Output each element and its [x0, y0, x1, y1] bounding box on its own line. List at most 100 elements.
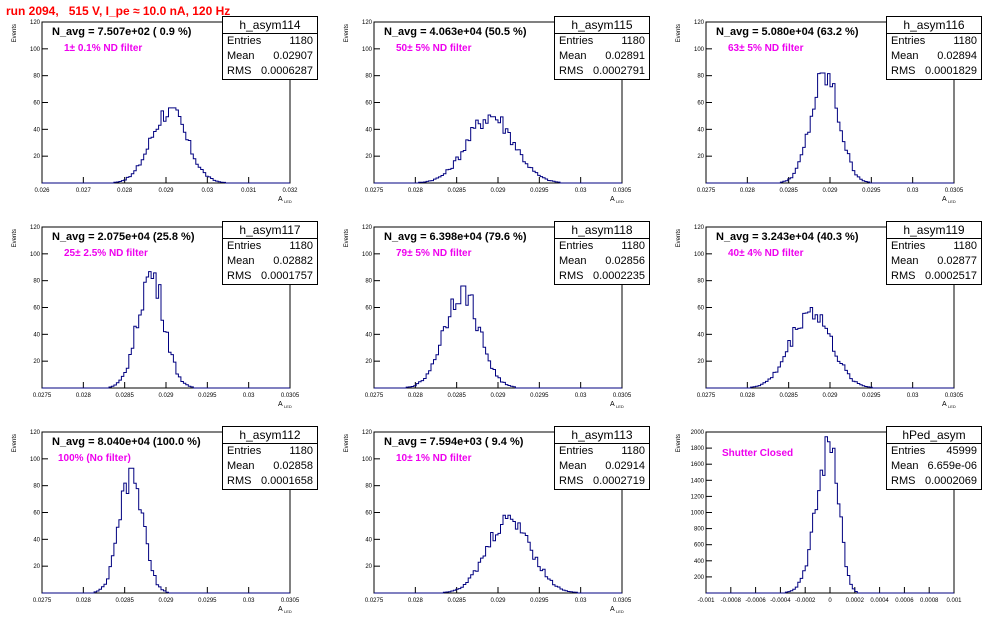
histogram-panel-h_asym114: 0.026 0.027 0.028 0.029 0.03 0.031 0.032 20 40 60… [0, 16, 318, 206]
histogram-panel-h_asym117: 0.0275 0.028 0.0285 0.029 0.0295 0.03 0.0305 20… [0, 221, 318, 411]
x-tick-label: 0.03 [907, 188, 919, 194]
y-tick-label: 1800 [691, 446, 705, 452]
stats-row-mean: Mean 0.02894 [887, 49, 981, 64]
y-tick-label: 20 [697, 359, 704, 365]
x-tick-label: 0.0285 [779, 393, 798, 399]
x-tick-label: 0.0305 [945, 188, 964, 194]
stats-row-mean: Mean 0.02891 [555, 49, 649, 64]
stats-key: RMS [227, 270, 252, 282]
y-tick-label: 60 [697, 101, 704, 107]
stats-box: h_asym119 Entries 1180 Mean 0.02877 RMS 0.0002… [886, 221, 982, 285]
stats-value: 0.0002235 [593, 270, 645, 282]
x-axis-label: A [610, 401, 615, 408]
y-axis-label: Events [344, 434, 350, 452]
stats-key: Entries [891, 35, 926, 47]
y-axis-label: Events [676, 24, 682, 42]
stats-key: Entries [559, 240, 594, 252]
y-tick-label: 2000 [691, 430, 705, 436]
x-tick-label: 0.0275 [697, 393, 716, 399]
filter-label: Shutter Closed [722, 448, 794, 459]
x-tick-label: -0.0006 [745, 598, 766, 604]
stats-row-entries: Entries 1180 [887, 239, 981, 254]
stats-key: RMS [559, 65, 584, 77]
stats-value: 1180 [621, 240, 645, 252]
stats-row-entries: Entries 1180 [223, 34, 317, 49]
stats-row-mean: Mean 0.02856 [555, 254, 649, 269]
y-tick-label: 20 [365, 359, 372, 365]
y-tick-label: 400 [694, 559, 705, 565]
stats-value: 0.0001829 [925, 65, 977, 77]
x-tick-label: 0.029 [490, 598, 506, 604]
stats-title: h_asym112 [223, 427, 317, 444]
histogram-outline [706, 436, 954, 594]
x-axis-label-sub: LED [948, 404, 956, 409]
x-tick-label: 0.0002 [846, 598, 865, 604]
stats-title: h_asym119 [887, 222, 981, 239]
stats-key: RMS [891, 270, 916, 282]
histogram-panel-h_asym118: 0.0275 0.028 0.0285 0.029 0.0295 0.03 0.0305 20… [332, 221, 650, 411]
y-tick-label: 1000 [691, 511, 705, 517]
n-avg-label: N_avg = 7.594e+03 ( 9.4 %) [384, 436, 524, 448]
y-tick-label: 100 [30, 252, 41, 258]
x-tick-label: 0.029 [158, 598, 174, 604]
stats-key: RMS [559, 270, 584, 282]
x-tick-label: 0.0008 [920, 598, 939, 604]
x-tick-label: -0.001 [697, 598, 715, 604]
x-tick-label: 0.03 [201, 188, 213, 194]
x-tick-label: 0.031 [241, 188, 257, 194]
stats-row-rms: RMS 0.0002719 [555, 474, 649, 489]
stats-key: Entries [559, 35, 594, 47]
x-axis-label-sub: LED [616, 404, 624, 409]
stats-value: 1180 [289, 35, 313, 47]
x-tick-label: 0.0275 [697, 188, 716, 194]
y-tick-label: 80 [365, 74, 372, 80]
stats-row-entries: Entries 45999 [887, 444, 981, 459]
x-tick-label: 0.0004 [870, 598, 889, 604]
x-tick-label: 0.0275 [365, 188, 384, 194]
x-tick-label: 0.03 [575, 188, 587, 194]
y-tick-label: 40 [697, 332, 704, 338]
stats-row-rms: RMS 0.0002069 [887, 474, 981, 489]
y-tick-label: 80 [365, 484, 372, 490]
stats-value: 0.0002791 [593, 65, 645, 77]
stats-row-mean: Mean 6.659e-06 [887, 459, 981, 474]
x-tick-label: 0.001 [946, 598, 962, 604]
stats-value: 0.02894 [937, 50, 977, 62]
y-tick-label: 40 [33, 127, 40, 133]
stats-row-rms: RMS 0.0002517 [887, 269, 981, 284]
histogram-svg-h_asym116: 0.0275 0.028 0.0285 0.029 0.0295 0.03 0.0305 20… [676, 20, 964, 204]
stats-row-entries: Entries 1180 [555, 444, 649, 459]
y-tick-label: 120 [30, 430, 41, 436]
stats-row-rms: RMS 0.0002235 [555, 269, 649, 284]
y-tick-label: 120 [362, 225, 373, 231]
x-tick-label: 0.028 [740, 393, 756, 399]
stats-key: RMS [891, 475, 916, 487]
x-axis-label-sub: LED [284, 199, 292, 204]
x-tick-label: -0.0002 [795, 598, 816, 604]
y-tick-label: 80 [33, 279, 40, 285]
y-tick-label: 1600 [691, 462, 705, 468]
stats-value: 1180 [621, 35, 645, 47]
x-axis-label: A [278, 606, 283, 613]
run-title: run 2094, 515 V, I_pe ≈ 10.0 nA, 120 Hz [6, 4, 231, 18]
stats-value: 0.02877 [937, 255, 977, 267]
x-tick-label: 0.028 [740, 188, 756, 194]
x-tick-label: 0.032 [282, 188, 298, 194]
x-axis-label-sub: LED [616, 609, 624, 614]
histogram-outline [706, 72, 954, 184]
y-tick-label: 20 [697, 154, 704, 160]
stats-row-rms: RMS 0.0001829 [887, 64, 981, 79]
x-tick-label: 0.028 [76, 393, 92, 399]
x-tick-label: 0.0295 [198, 598, 217, 604]
x-tick-label: 0.0285 [115, 393, 134, 399]
histogram-outline [42, 467, 290, 594]
y-axis-label: Events [676, 229, 682, 247]
stats-title: h_asym115 [555, 17, 649, 34]
x-tick-label: 0.0295 [862, 393, 881, 399]
y-tick-label: 80 [365, 279, 372, 285]
stats-row-entries: Entries 1180 [555, 34, 649, 49]
x-tick-label: 0.0305 [281, 598, 300, 604]
stats-box: h_asym113 Entries 1180 Mean 0.02914 RMS 0.0002… [554, 426, 650, 490]
stats-value: 0.0002517 [925, 270, 977, 282]
y-tick-label: 120 [30, 225, 41, 231]
